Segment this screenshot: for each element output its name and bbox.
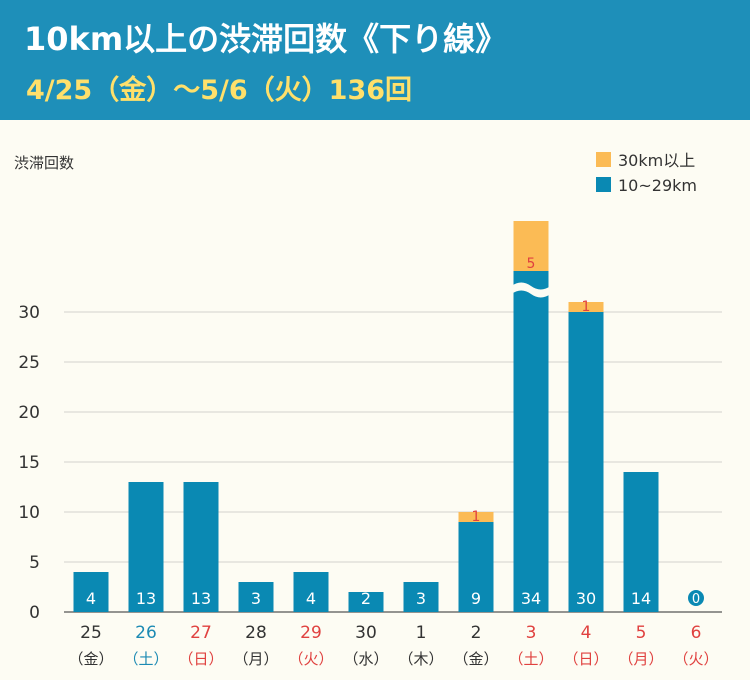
x-tick-weekday: （火） — [673, 650, 718, 668]
x-tick-day: 3 — [526, 623, 537, 643]
bar-10-29km — [458, 522, 494, 612]
bar-label-30km-plus: 5 — [527, 256, 536, 272]
zero-value-badge — [688, 590, 704, 606]
chart-title: 10km以上の渋滞回数《下り線》 — [24, 20, 508, 58]
x-tick-day: 25 — [80, 623, 102, 643]
x-tick-weekday: （土） — [508, 650, 553, 668]
bar-value-label: 2 — [361, 589, 371, 608]
x-tick-day: 27 — [190, 623, 212, 643]
bar-label-30km-plus: 1 — [472, 509, 481, 525]
bar-value-label: 4 — [306, 589, 316, 608]
bar-10-29km — [623, 472, 659, 612]
x-tick-day: 5 — [636, 623, 647, 643]
x-tick-weekday: （月） — [233, 650, 278, 668]
bar-30km-plus — [513, 221, 549, 271]
header-banner: 10km以上の渋滞回数《下り線》 4/25（金）～5/6（火）136回 — [0, 0, 750, 120]
bar-value-label: 14 — [631, 589, 651, 608]
bar-value-label: 34 — [521, 589, 541, 608]
legend-swatch-30plus — [596, 152, 611, 167]
x-tick-weekday: （金） — [453, 650, 498, 668]
bar-10-29km — [348, 592, 384, 612]
bar-10-29km — [73, 572, 109, 612]
stacked-bar-chart: 渋滞回数05101520253030km以上10~29km425（金）1326（… — [14, 151, 722, 668]
y-tick-label: 25 — [18, 353, 40, 373]
bar-10-29km — [238, 582, 274, 612]
x-tick-weekday: （土） — [123, 650, 168, 668]
x-tick-day: 26 — [135, 623, 157, 643]
x-tick-weekday: （木） — [398, 650, 443, 668]
x-tick-weekday: （水） — [343, 650, 388, 668]
bar-value-label: 30 — [576, 589, 596, 608]
bar-30km-plus — [458, 512, 494, 522]
x-tick-day: 4 — [581, 623, 592, 643]
x-tick-day: 2 — [471, 623, 482, 643]
x-tick-day: 6 — [691, 623, 702, 643]
x-tick-day: 1 — [416, 623, 427, 643]
x-tick-weekday: （日） — [178, 650, 223, 668]
y-tick-label: 30 — [18, 303, 40, 323]
y-tick-label: 0 — [29, 603, 40, 623]
y-tick-label: 5 — [29, 553, 40, 573]
bar-10-29km — [128, 482, 164, 612]
bar-10-29km — [183, 482, 219, 612]
bar-10-29km — [403, 582, 439, 612]
bar-value-label: 13 — [191, 589, 211, 608]
y-axis-title: 渋滞回数 — [14, 154, 74, 172]
legend-label-10-29: 10~29km — [618, 176, 697, 195]
bar-10-29km — [293, 572, 329, 612]
bar-30km-plus — [568, 302, 604, 312]
legend-swatch-10-29 — [596, 177, 611, 192]
bar-10-29km — [513, 295, 549, 612]
bar-value-label: 4 — [86, 589, 96, 608]
x-tick-day: 30 — [355, 623, 377, 643]
legend-label-30plus: 30km以上 — [618, 151, 695, 170]
bar-value-label: 3 — [251, 589, 261, 608]
bar-value-label: 0 — [692, 592, 700, 607]
x-tick-weekday: （金） — [68, 650, 113, 668]
bar-value-label: 13 — [136, 589, 156, 608]
chart-subtitle: 4/25（金）～5/6（火）136回 — [26, 75, 413, 106]
bar-value-label: 3 — [416, 589, 426, 608]
bar-label-30km-plus: 1 — [582, 299, 591, 315]
y-tick-label: 15 — [18, 453, 40, 473]
bar-10-29km — [568, 312, 604, 612]
x-tick-weekday: （月） — [618, 650, 663, 668]
bar-value-label: 9 — [471, 589, 481, 608]
x-tick-weekday: （日） — [563, 650, 608, 668]
x-tick-day: 29 — [300, 623, 322, 643]
x-tick-day: 28 — [245, 623, 267, 643]
y-tick-label: 10 — [18, 503, 40, 523]
axis-break-wave — [511, 282, 551, 298]
x-tick-weekday: （火） — [288, 650, 333, 668]
y-tick-label: 20 — [18, 403, 40, 423]
